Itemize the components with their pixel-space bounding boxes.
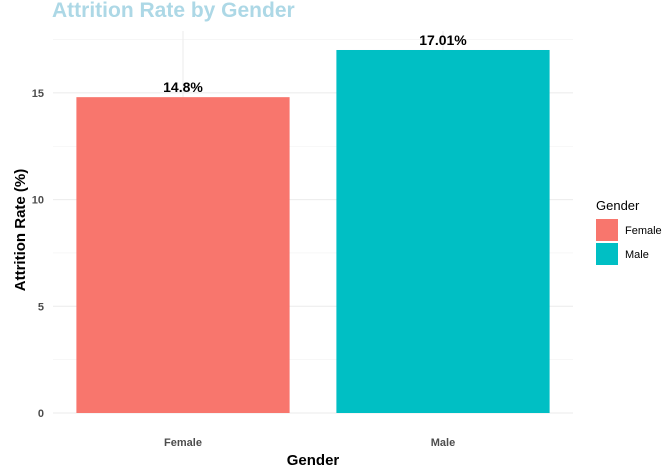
y-axis-title: Attrition Rate (%) bbox=[12, 169, 29, 292]
bar-female bbox=[76, 97, 290, 413]
x-tick-label: Male bbox=[431, 437, 455, 449]
legend-swatch-female bbox=[596, 219, 618, 241]
bars bbox=[76, 49, 550, 414]
data-label-female: 14.8% bbox=[163, 79, 203, 95]
legend-swatch-male bbox=[596, 243, 618, 265]
chart-title: Attrition Rate by Gender bbox=[52, 0, 295, 22]
legend: Gender Female Male bbox=[596, 198, 662, 265]
x-tick-label: Female bbox=[164, 437, 202, 449]
legend-label-male: Male bbox=[625, 249, 649, 261]
x-axis-title: Gender bbox=[287, 452, 340, 468]
axes: 0 5 10 15 Female Male bbox=[32, 88, 455, 449]
data-label-male: 17.01% bbox=[419, 32, 467, 48]
y-tick-label: 5 bbox=[38, 301, 44, 313]
legend-label-female: Female bbox=[625, 225, 662, 237]
legend-items: Female Male bbox=[596, 219, 662, 265]
data-labels: 14.8% 17.01% bbox=[163, 32, 467, 95]
legend-title: Gender bbox=[596, 198, 640, 213]
y-tick-label: 10 bbox=[32, 195, 44, 207]
bar-male bbox=[336, 49, 550, 414]
y-tick-label: 15 bbox=[32, 88, 44, 100]
y-tick-label: 0 bbox=[38, 408, 44, 420]
